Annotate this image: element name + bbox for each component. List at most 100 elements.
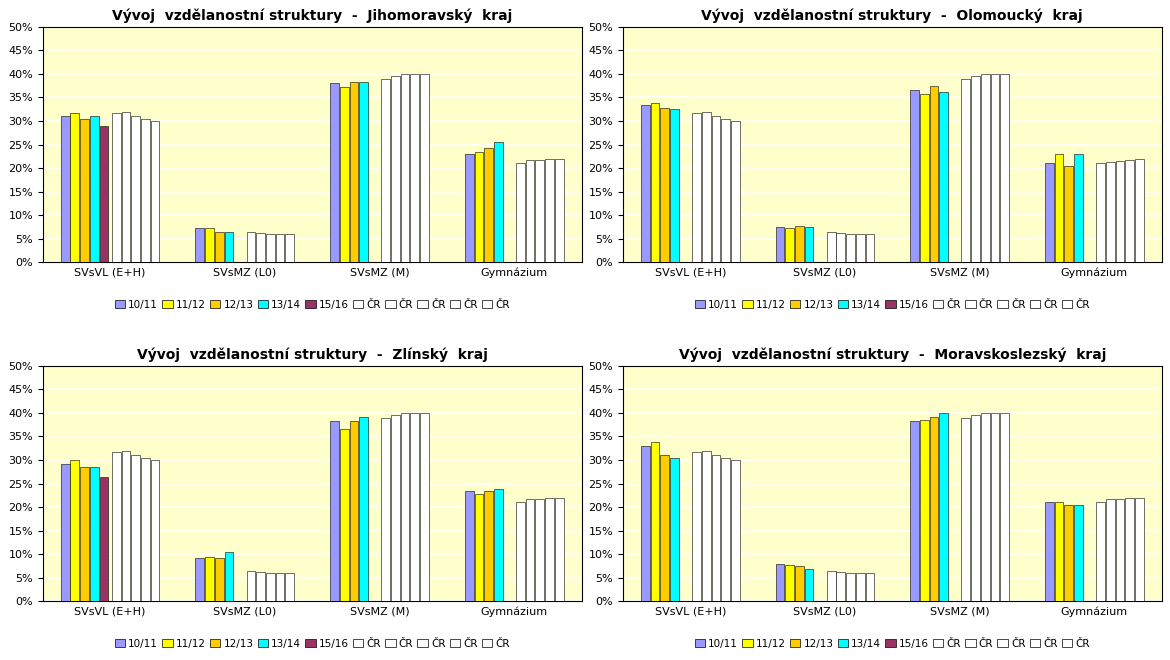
Bar (464, 490, 474, 601)
Bar (837, 572, 845, 601)
Bar (545, 498, 553, 601)
Bar (359, 416, 369, 601)
Bar (846, 234, 855, 263)
Bar (381, 79, 390, 263)
Bar (910, 90, 918, 263)
Bar (641, 446, 649, 601)
Bar (641, 104, 649, 263)
Bar (330, 83, 339, 263)
Bar (920, 420, 929, 601)
Bar (962, 79, 970, 263)
Bar (339, 430, 349, 601)
Bar (693, 452, 701, 601)
Bar (785, 228, 794, 263)
Bar (1000, 413, 1009, 601)
Bar (205, 556, 214, 601)
Bar (81, 467, 89, 601)
Bar (856, 234, 865, 263)
Bar (420, 74, 429, 263)
Bar (330, 422, 339, 601)
Bar (1045, 164, 1054, 263)
Bar (225, 552, 233, 601)
Bar (142, 119, 150, 263)
Bar (721, 119, 730, 263)
Bar (846, 573, 855, 601)
Bar (702, 112, 710, 263)
Bar (516, 164, 525, 263)
Bar (1126, 160, 1134, 263)
Bar (61, 116, 69, 263)
Bar (215, 558, 223, 601)
Bar (794, 226, 804, 263)
Bar (90, 116, 98, 263)
Bar (1074, 154, 1082, 263)
Bar (1045, 502, 1054, 601)
Bar (856, 573, 865, 601)
Bar (420, 413, 429, 601)
Legend: 10/11, 11/12, 12/13, 13/14, 15/16, ČR, ČR, ČR, ČR, ČR: 10/11, 11/12, 12/13, 13/14, 15/16, ČR, Č… (690, 634, 1094, 653)
Bar (276, 234, 284, 263)
Bar (195, 558, 205, 601)
Title: Vývoj  vzdělanostní struktury  -  Moravskoslezský  kraj: Vývoj vzdělanostní struktury - Moravskos… (679, 347, 1106, 362)
Bar (256, 572, 266, 601)
Bar (411, 74, 419, 263)
Bar (475, 152, 483, 263)
Bar (1135, 159, 1143, 263)
Bar (693, 113, 701, 263)
Bar (391, 77, 400, 263)
Bar (350, 82, 358, 263)
Bar (980, 413, 990, 601)
Bar (285, 234, 294, 263)
Bar (1106, 499, 1115, 601)
Bar (339, 87, 349, 263)
Bar (484, 148, 493, 263)
Bar (225, 232, 233, 263)
Bar (991, 74, 999, 263)
Title: Vývoj  vzdělanostní struktury  -  Jihomoravský  kraj: Vývoj vzdělanostní struktury - Jihomorav… (112, 9, 512, 23)
Bar (494, 489, 503, 601)
Bar (215, 232, 223, 263)
Bar (256, 233, 266, 263)
Bar (381, 418, 390, 601)
Bar (1096, 164, 1104, 263)
Bar (247, 232, 255, 263)
Bar (785, 565, 794, 601)
Bar (1000, 74, 1009, 263)
Bar (794, 566, 804, 601)
Bar (1106, 162, 1115, 263)
Bar (536, 160, 544, 263)
Bar (1054, 502, 1064, 601)
Bar (827, 232, 835, 263)
Legend: 10/11, 11/12, 12/13, 13/14, 15/16, ČR, ČR, ČR, ČR, ČR: 10/11, 11/12, 12/13, 13/14, 15/16, ČR, Č… (110, 296, 514, 314)
Bar (940, 413, 948, 601)
Bar (525, 499, 535, 601)
Bar (702, 451, 710, 601)
Bar (660, 455, 669, 601)
Bar (962, 418, 970, 601)
Bar (122, 451, 130, 601)
Bar (401, 74, 410, 263)
Bar (391, 415, 400, 601)
Bar (776, 564, 784, 601)
Bar (112, 452, 121, 601)
Bar (805, 570, 813, 601)
Bar (151, 121, 159, 263)
Bar (920, 94, 929, 263)
Bar (464, 154, 474, 263)
Bar (827, 571, 835, 601)
Bar (731, 460, 739, 601)
Bar (910, 422, 918, 601)
Legend: 10/11, 11/12, 12/13, 13/14, 15/16, ČR, ČR, ČR, ČR, ČR: 10/11, 11/12, 12/13, 13/14, 15/16, ČR, Č… (690, 296, 1094, 314)
Bar (866, 234, 874, 263)
Bar (971, 415, 980, 601)
Bar (516, 502, 525, 601)
Bar (1096, 502, 1104, 601)
Bar (1054, 154, 1064, 263)
Bar (494, 142, 503, 263)
Bar (266, 234, 275, 263)
Bar (1126, 498, 1134, 601)
Bar (651, 103, 660, 263)
Bar (731, 121, 739, 263)
Bar (359, 82, 369, 263)
Title: Vývoj  vzdělanostní struktury  -  Zlínský  kraj: Vývoj vzdělanostní struktury - Zlínský k… (137, 347, 488, 362)
